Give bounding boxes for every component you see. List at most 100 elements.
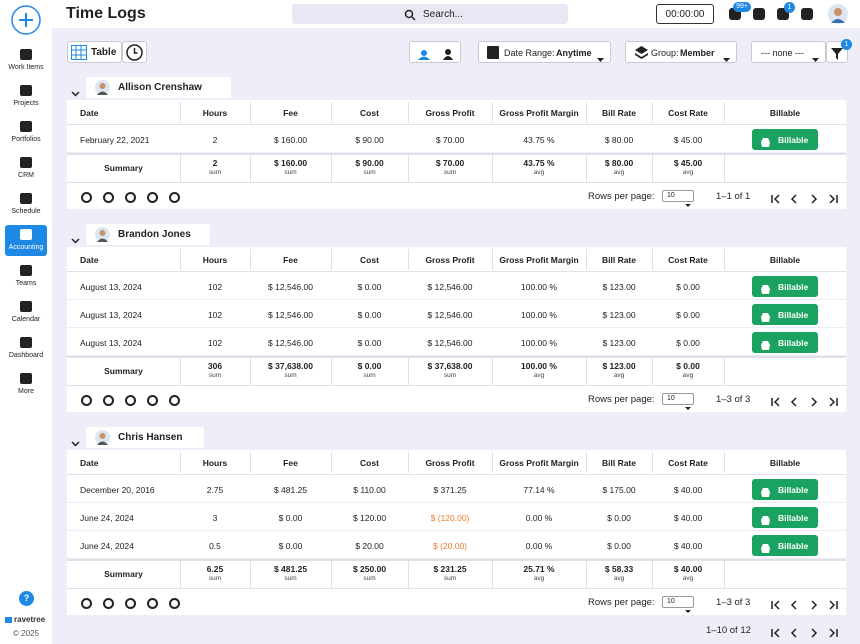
team-icon <box>418 47 430 60</box>
view-timeline-button[interactable] <box>122 41 147 63</box>
badge: 1 <box>784 2 795 13</box>
billable-button[interactable]: Billable <box>752 276 818 297</box>
refresh-button[interactable] <box>169 393 180 406</box>
pager-first[interactable] <box>771 597 781 610</box>
help-button[interactable] <box>19 591 34 606</box>
nav-item[interactable]: Accounting <box>5 225 47 256</box>
column-divider <box>180 358 181 385</box>
pager-last[interactable] <box>828 597 838 610</box>
refresh-button[interactable] <box>169 596 180 609</box>
pager-prev[interactable] <box>790 597 800 610</box>
group-select[interactable]: Group: Member <box>625 41 737 63</box>
summary-agg: avg <box>613 169 625 176</box>
pager-first[interactable] <box>771 394 781 407</box>
rows-per-page-select[interactable]: 10 <box>662 596 694 613</box>
nav-item[interactable]: Work Items <box>5 45 47 76</box>
dropdown-arrow <box>597 50 604 62</box>
collapse-toggle[interactable] <box>71 231 80 244</box>
row-border <box>67 299 846 300</box>
cell: $ 12,546.00 <box>268 310 313 320</box>
billable-button[interactable]: Billable <box>752 332 818 353</box>
pager-prev[interactable] <box>790 191 800 204</box>
nav-item[interactable]: Schedule <box>5 189 47 220</box>
pager-next[interactable] <box>809 191 819 204</box>
row-border <box>67 502 846 503</box>
download-button[interactable] <box>103 393 114 406</box>
billable-button[interactable]: Billable <box>752 304 818 325</box>
rows-per-page-value: 10 <box>667 598 675 605</box>
refresh-button[interactable] <box>169 190 180 203</box>
nav-item[interactable]: Portfolios <box>5 117 47 148</box>
settings-button[interactable] <box>81 596 92 609</box>
member-toggle[interactable] <box>409 41 461 63</box>
settings-button[interactable] <box>81 393 92 406</box>
view-table-button[interactable]: Table <box>67 41 122 63</box>
user-avatar[interactable] <box>828 4 848 24</box>
billable-label: Billable <box>778 282 809 292</box>
column-divider <box>180 452 181 473</box>
nav-item[interactable]: Dashboard <box>5 333 47 364</box>
pager-next[interactable] <box>809 394 819 407</box>
undo-button[interactable] <box>147 393 158 406</box>
date-range-select[interactable]: Date Range: Anytime <box>478 41 611 63</box>
upload-button[interactable] <box>125 190 136 203</box>
nav-item[interactable]: Teams <box>5 261 47 292</box>
summary-value: $ 37,638.00 <box>268 361 313 371</box>
pager-first[interactable] <box>771 191 781 204</box>
cell: December 20, 2016 <box>80 485 155 495</box>
collapse-toggle[interactable] <box>71 84 80 97</box>
dropdown-arrow <box>723 50 730 62</box>
upload-button[interactable] <box>125 596 136 609</box>
undo-button[interactable] <box>147 596 158 609</box>
pager-last[interactable] <box>828 394 838 407</box>
column-header: Gross Profit Margin <box>499 108 579 118</box>
nav-item[interactable]: CRM <box>5 153 47 184</box>
nav-icon <box>20 85 32 96</box>
billable-button[interactable]: Billable <box>752 535 818 556</box>
add-button[interactable] <box>11 5 41 35</box>
timer[interactable]: 00:00:00 <box>656 4 714 24</box>
upload-button[interactable] <box>125 393 136 406</box>
pager-last[interactable] <box>828 625 838 638</box>
pager-prev[interactable] <box>790 394 800 407</box>
rows-per-page-select[interactable]: 10 <box>662 393 694 410</box>
billable-button[interactable]: Billable <box>752 507 818 528</box>
cell: $ 0.00 <box>676 282 700 292</box>
billable-button[interactable]: Billable <box>752 479 818 500</box>
money-icon <box>760 484 771 497</box>
pager-first[interactable] <box>771 625 781 638</box>
column-divider <box>408 452 409 473</box>
header-icon[interactable] <box>752 7 766 21</box>
undo-button[interactable] <box>147 190 158 203</box>
pager-prev[interactable] <box>790 625 800 638</box>
nav-item[interactable]: Projects <box>5 81 47 112</box>
column-divider <box>586 155 587 182</box>
filter-select[interactable]: --- none --- <box>751 41 826 63</box>
collapse-toggle[interactable] <box>71 434 80 447</box>
rows-per-page-select[interactable]: 10 <box>662 190 694 207</box>
cell: $ 40.00 <box>673 541 703 551</box>
nav-item[interactable]: More <box>5 369 47 400</box>
column-divider <box>652 452 653 473</box>
header-icon[interactable] <box>800 7 814 21</box>
cell: $ 12,546.00 <box>427 310 473 320</box>
pager-next[interactable] <box>809 625 819 638</box>
summary-agg: sum <box>363 575 376 582</box>
cell: $ 0.00 <box>357 338 382 348</box>
summary-value: $ 70.00 <box>435 158 465 168</box>
footer-border <box>67 588 846 589</box>
nav-item[interactable]: Calendar <box>5 297 47 328</box>
pager-last[interactable] <box>828 191 838 204</box>
download-button[interactable] <box>103 190 114 203</box>
summary-value: $ 37,638.00 <box>427 361 473 371</box>
download-button[interactable] <box>103 596 114 609</box>
cell: $ 123.00 <box>602 338 636 348</box>
billable-button[interactable]: Billable <box>752 129 818 150</box>
cell: $ 12,546.00 <box>427 338 473 348</box>
settings-button[interactable] <box>81 190 92 203</box>
pager-next[interactable] <box>809 597 819 610</box>
column-header: Fee <box>283 255 298 265</box>
column-divider <box>586 358 587 385</box>
search-box[interactable]: Search... <box>292 4 568 24</box>
page-range: 1–3 of 3 <box>716 597 751 608</box>
